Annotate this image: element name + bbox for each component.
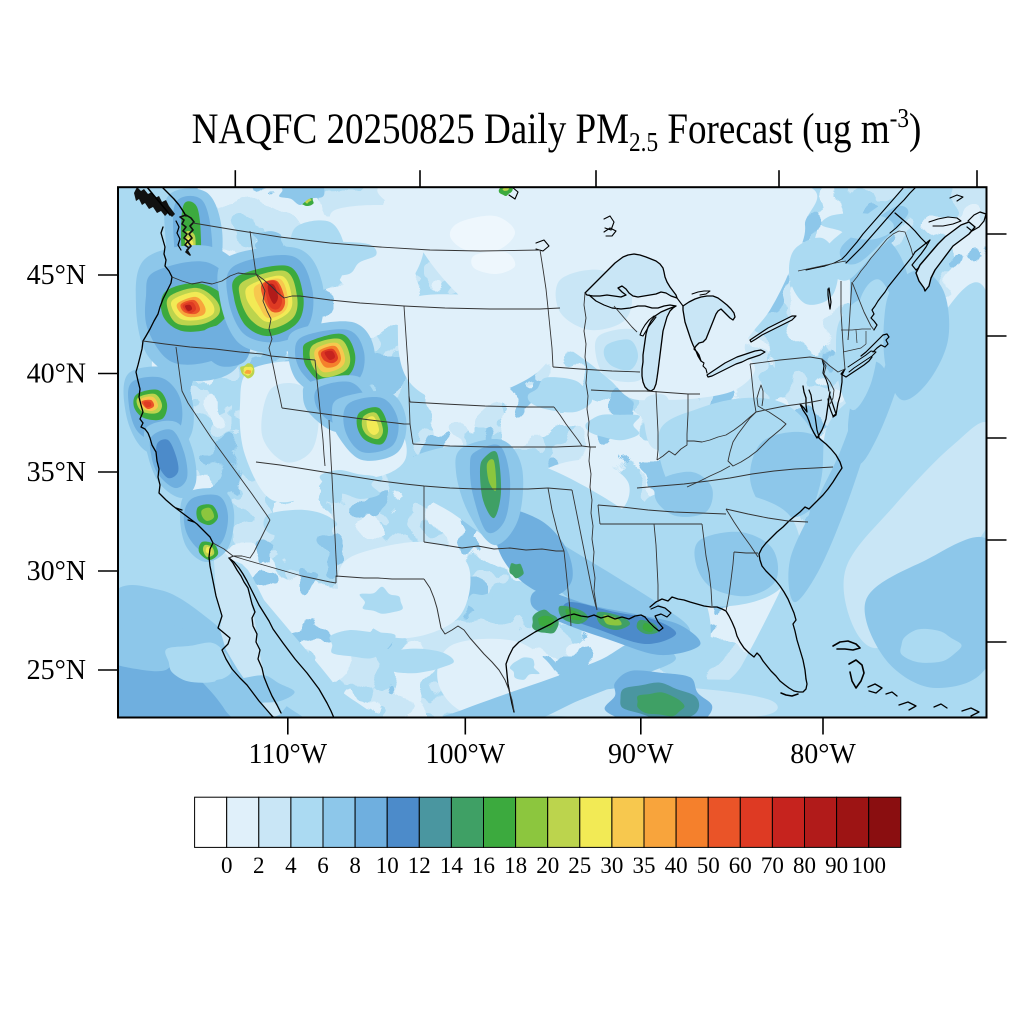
svg-text:20: 20 [536,853,559,878]
svg-text:8: 8 [349,853,361,878]
svg-text:6: 6 [317,853,329,878]
svg-text:25°N: 25°N [27,655,86,686]
svg-text:30: 30 [600,853,623,878]
svg-text:2: 2 [253,853,265,878]
svg-text:10: 10 [376,853,399,878]
svg-text:100: 100 [851,853,886,878]
svg-text:45°N: 45°N [27,260,86,291]
svg-text:60: 60 [729,853,752,878]
svg-text:90°W: 90°W [608,739,674,770]
svg-text:30°N: 30°N [27,556,86,587]
svg-text:35: 35 [633,853,656,878]
svg-text:70: 70 [761,853,784,878]
svg-text:110°W: 110°W [249,739,328,770]
svg-text:80°W: 80°W [790,739,856,770]
svg-text:16: 16 [472,853,495,878]
svg-text:90: 90 [825,853,848,878]
svg-text:14: 14 [440,853,464,878]
svg-text:4: 4 [285,853,297,878]
svg-text:80: 80 [793,853,816,878]
svg-text:NAQFC 20250825 Daily PM2.5 For: NAQFC 20250825 Daily PM2.5 Forecast (ug … [192,104,922,157]
svg-text:0: 0 [221,853,233,878]
svg-text:50: 50 [697,853,720,878]
svg-text:100°W: 100°W [425,739,505,770]
svg-text:35°N: 35°N [27,457,86,488]
svg-text:40: 40 [665,853,688,878]
svg-text:18: 18 [504,853,527,878]
svg-text:40°N: 40°N [27,359,86,390]
svg-text:25: 25 [568,853,591,878]
svg-text:12: 12 [408,853,431,878]
